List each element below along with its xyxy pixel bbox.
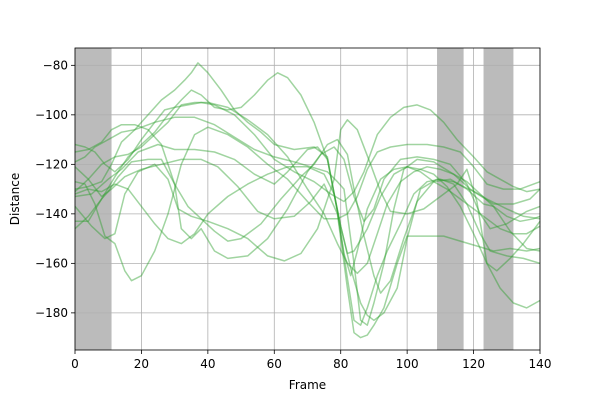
y-axis-label: Distance xyxy=(8,173,22,225)
series-lines xyxy=(74,62,541,339)
series-line-8 xyxy=(74,62,541,326)
x-tick-label: 40 xyxy=(200,357,215,371)
x-tick-label: 80 xyxy=(333,357,348,371)
y-axis-ticks: −180 −160 −140 −120 −100 −80 xyxy=(35,58,75,320)
x-tick-label: 100 xyxy=(396,357,419,371)
plot-frame xyxy=(74,47,541,351)
x-tick-label: 140 xyxy=(529,357,552,371)
series-line-5 xyxy=(75,146,541,260)
shaded-range-1 xyxy=(75,48,112,350)
series-line-4 xyxy=(74,126,541,282)
x-axis-ticks: 0 20 40 60 80 100 120 140 xyxy=(71,350,551,371)
y-tick-label: −100 xyxy=(35,108,68,122)
series-line-9 xyxy=(74,101,541,203)
y-tick-label: −140 xyxy=(35,207,68,221)
x-tick-label: 60 xyxy=(267,357,282,371)
y-tick-label: −120 xyxy=(35,157,68,171)
series-line-6 xyxy=(74,119,541,272)
x-tick-label: 20 xyxy=(134,357,149,371)
series-line-11 xyxy=(74,166,541,309)
y-tick-label: −80 xyxy=(43,58,68,72)
grid-lines xyxy=(74,48,541,350)
series-line-1 xyxy=(74,143,541,322)
y-tick-label: −160 xyxy=(35,256,68,270)
shaded-range-3 xyxy=(483,48,514,350)
series-line-10 xyxy=(74,72,541,277)
x-tick-label: 0 xyxy=(71,357,79,371)
series-line-12 xyxy=(74,101,541,275)
y-tick-label: −180 xyxy=(35,306,68,320)
series-line-2 xyxy=(74,158,541,339)
shaded-ranges xyxy=(75,48,514,350)
x-tick-label: 120 xyxy=(462,357,485,371)
series-line-7 xyxy=(74,123,541,294)
x-axis-label: Frame xyxy=(289,378,326,392)
shaded-range-2 xyxy=(437,48,464,350)
series-line-3 xyxy=(74,116,541,326)
